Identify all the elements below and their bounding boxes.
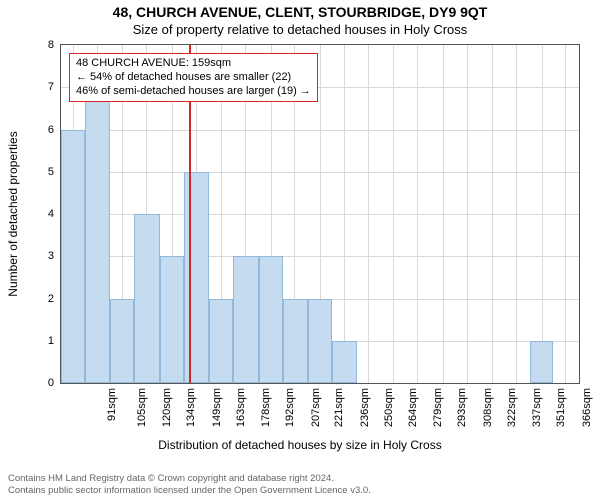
x-tick-label: 236sqm: [359, 388, 371, 427]
y-tick-label: 4: [14, 208, 54, 220]
y-tick-label: 8: [14, 39, 54, 51]
x-tick-label: 91sqm: [106, 388, 118, 421]
histogram-bar: [332, 341, 358, 383]
plot-area: 48 CHURCH AVENUE: 159sqm← 54% of detache…: [60, 44, 580, 384]
histogram-bar: [259, 256, 283, 383]
x-tick-label: 105sqm: [136, 388, 148, 427]
y-tick-label: 2: [14, 293, 54, 305]
annotation-box: 48 CHURCH AVENUE: 159sqm← 54% of detache…: [69, 53, 318, 102]
x-tick-label: 351sqm: [555, 388, 567, 427]
x-tick-label: 221sqm: [334, 388, 346, 427]
x-tick-label: 192sqm: [284, 388, 296, 427]
x-tick-label: 293sqm: [456, 388, 468, 427]
x-tick-label: 322sqm: [506, 388, 518, 427]
histogram-bar: [61, 130, 85, 384]
gridline-vertical: [417, 45, 418, 383]
x-tick-label: 279sqm: [432, 388, 444, 427]
annotation-line-2: ← 54% of detached houses are smaller (22…: [76, 71, 311, 85]
footer-line-1: Contains HM Land Registry data © Crown c…: [8, 473, 592, 484]
y-tick-label: 6: [14, 124, 54, 136]
x-tick-label: 337sqm: [531, 388, 543, 427]
chart-page: { "chart": { "type": "histogram", "title…: [0, 0, 600, 500]
x-tick-label: 366sqm: [581, 388, 593, 427]
gridline-vertical: [492, 45, 493, 383]
y-tick-label: 0: [14, 377, 54, 389]
histogram-bar: [160, 256, 184, 383]
gridline-vertical: [368, 45, 369, 383]
histogram-bar: [85, 87, 111, 383]
y-tick-label: 1: [14, 335, 54, 347]
histogram-bar: [209, 299, 233, 384]
histogram-bar: [233, 256, 259, 383]
y-tick-label: 3: [14, 250, 54, 262]
gridline-vertical: [467, 45, 468, 383]
gridline-vertical: [344, 45, 345, 383]
footer-attribution: Contains HM Land Registry data © Crown c…: [8, 473, 592, 496]
footer-line-2: Contains public sector information licen…: [8, 485, 592, 496]
histogram-bar: [308, 299, 332, 384]
y-tick-label: 7: [14, 81, 54, 93]
annotation-line-1: 48 CHURCH AVENUE: 159sqm: [76, 57, 311, 71]
gridline-vertical: [565, 45, 566, 383]
x-tick-label: 120sqm: [161, 388, 173, 427]
x-tick-label: 250sqm: [383, 388, 395, 427]
x-tick-label: 308sqm: [482, 388, 494, 427]
chart-subtitle: Size of property relative to detached ho…: [0, 22, 600, 37]
x-tick-label: 163sqm: [235, 388, 247, 427]
x-tick-label: 178sqm: [260, 388, 272, 427]
x-tick-label: 149sqm: [211, 388, 223, 427]
x-tick-label: 264sqm: [407, 388, 419, 427]
x-tick-label: 207sqm: [310, 388, 322, 427]
gridline-vertical: [443, 45, 444, 383]
gridline-vertical: [393, 45, 394, 383]
histogram-bar: [110, 299, 134, 384]
gridline-vertical: [516, 45, 517, 383]
chart-title-address: 48, CHURCH AVENUE, CLENT, STOURBRIDGE, D…: [0, 4, 600, 20]
histogram-bar: [184, 172, 210, 383]
x-axis-label: Distribution of detached houses by size …: [0, 438, 600, 452]
y-tick-label: 5: [14, 166, 54, 178]
x-tick-label: 134sqm: [185, 388, 197, 427]
histogram-bar: [283, 299, 309, 384]
histogram-bar: [134, 214, 160, 383]
gridline-vertical: [542, 45, 543, 383]
annotation-line-3: 46% of semi-detached houses are larger (…: [76, 85, 311, 99]
histogram-bar: [530, 341, 554, 383]
